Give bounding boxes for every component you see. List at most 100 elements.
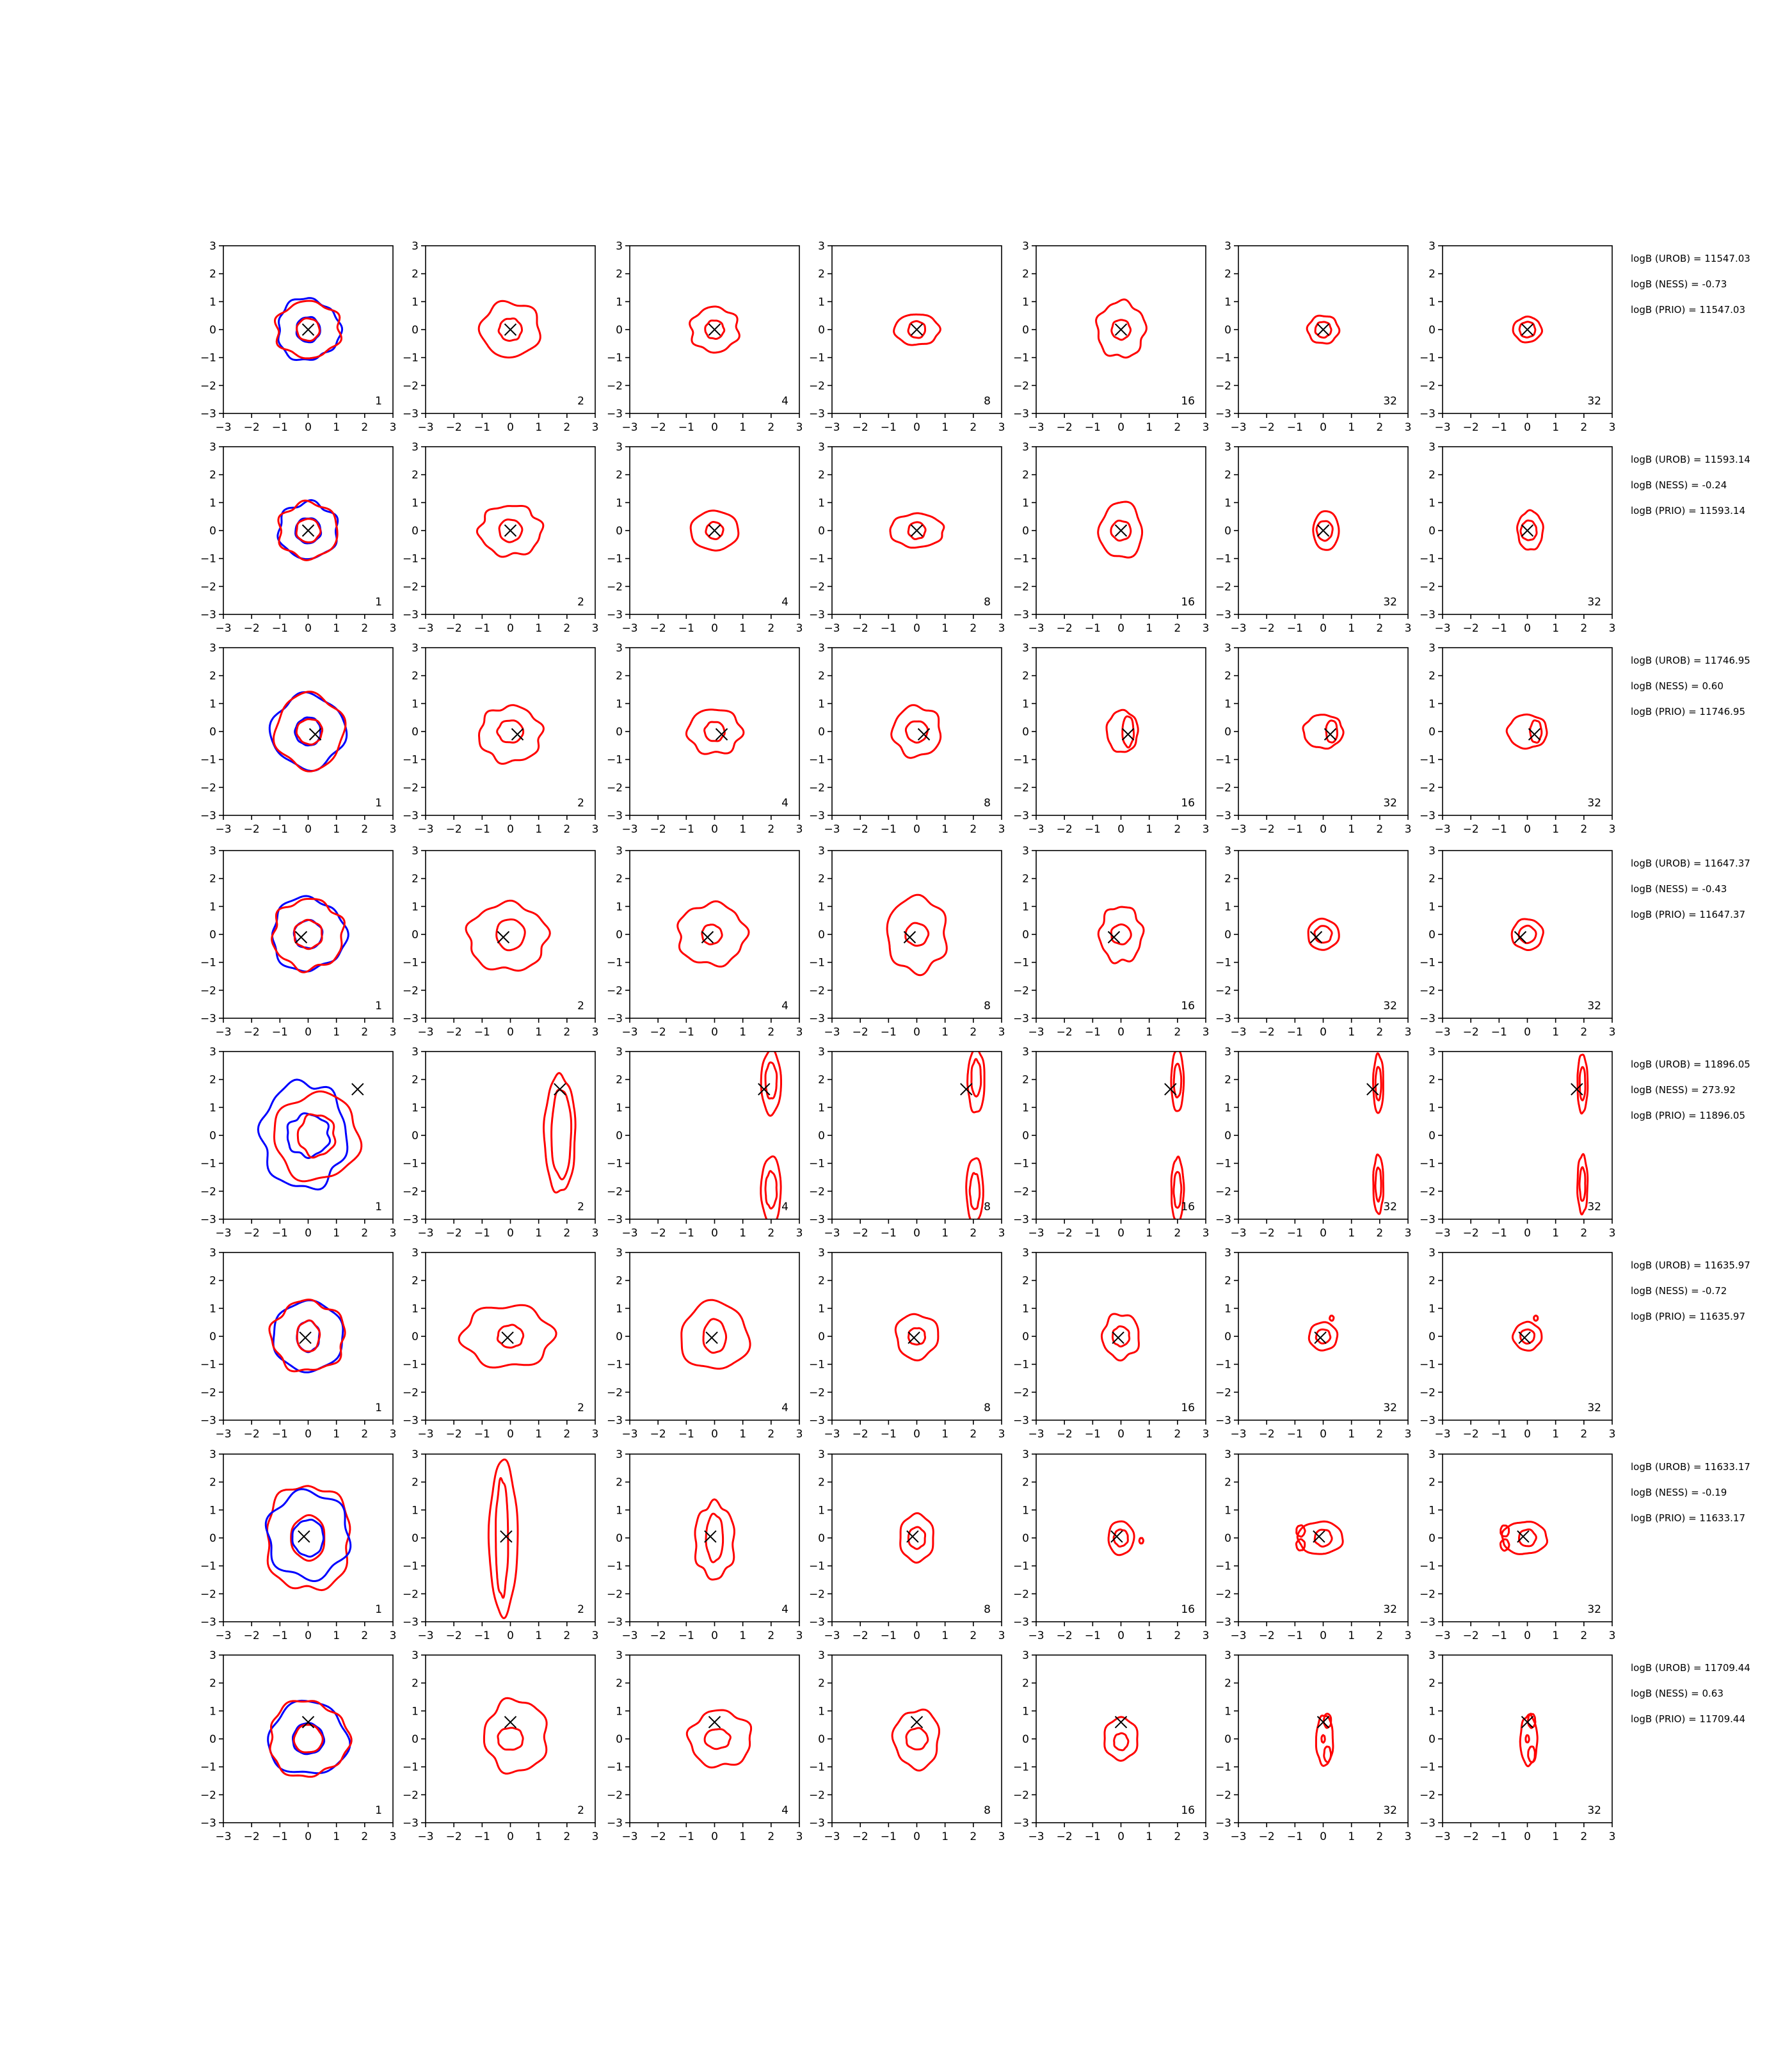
y-tick-label: 1 [412,900,419,913]
y-tick-label: 2 [1428,1677,1436,1690]
y-tick-label: −2 [200,1588,216,1601]
y-tick-label: 2 [412,670,419,683]
contour-layer [891,1708,941,1772]
x-tick-label: 1 [941,1227,948,1240]
y-tick-label: 1 [1224,1504,1231,1517]
y-tick-label: 1 [1022,1101,1029,1114]
x-tick-label: −1 [272,1026,288,1039]
y-tick-label: 2 [209,1677,216,1690]
y-tick-label: 0 [1428,525,1436,538]
x-tick-label: −2 [852,1026,868,1039]
x-marker [1528,728,1541,741]
y-tick-label: 1 [616,698,623,710]
x-marker [1521,1716,1534,1729]
red-contour-line [1095,298,1148,359]
red-contour-line [889,512,945,549]
x-tick-label: 2 [1174,421,1181,434]
y-tick-label: −2 [403,1588,419,1601]
x-tick-label: 1 [1348,1227,1355,1240]
y-tick-label: 0 [1022,1331,1029,1343]
x-tick-label: 0 [1524,1629,1531,1642]
red-contour-line [1325,719,1338,744]
y-tick-label: −1 [1013,754,1029,767]
y-tick-label: −3 [200,1012,216,1025]
axes-frame [425,1051,596,1220]
y-tick-label: −1 [607,1359,623,1372]
y-tick-label: −1 [1420,1359,1436,1372]
y-tick-label: −3 [1215,1012,1231,1025]
x-tick-label: 2 [970,1428,977,1441]
y-tick-label: −2 [607,781,623,794]
red-contour-line [542,1072,577,1194]
y-tick-label: −1 [1215,754,1231,767]
y-tick-label: 3 [1224,240,1231,253]
y-tick-label: 3 [209,441,216,454]
y-tick-label: 2 [1224,1074,1231,1087]
y-tick-label: −1 [200,553,216,566]
axes-frame [425,1453,596,1622]
red-contour-line [1097,500,1144,559]
y-tick-label: −2 [403,1789,419,1802]
contour-layer [689,509,740,552]
axes-frame [425,1654,596,1823]
y-tick-label: 2 [818,1677,825,1690]
subplot-r4-c3: −3−3 −2 −2 −1 −1 0 0 1 1 2 2 3 3 4 [607,845,803,1039]
y-tick-label: −1 [1013,1560,1029,1573]
x-tick-label: −1 [474,421,490,434]
x-tick-label: 0 [305,1227,312,1240]
y-tick-label: 3 [1428,1247,1436,1260]
y-tick-label: 3 [1428,240,1436,253]
x-tick-label: 0 [1320,1026,1327,1039]
red-contour-line [760,1052,782,1117]
red-contour-line [487,1459,519,1619]
logb-prio-value: logB (PRIO) = 11896.05 [1631,1110,1746,1121]
x-tick-label: 0 [711,1428,718,1441]
x-tick-label: 1 [1146,1428,1153,1441]
panel-count-label: 8 [984,596,991,609]
x-tick-label: −3 [215,622,231,635]
x-tick-label: −1 [1287,1830,1303,1843]
y-tick-label: 3 [412,1046,419,1059]
y-tick-label: 0 [1224,929,1231,941]
y-tick-label: −1 [1420,352,1436,365]
subplot-r2-c7: −3−3 −2 −2 −1 −1 0 0 1 1 2 2 3 3 32 [1420,441,1615,635]
y-tick-label: 0 [1224,1331,1231,1343]
y-tick-label: 1 [1022,1302,1029,1315]
contour-layer [676,900,750,968]
x-tick-label: 3 [1609,1227,1616,1240]
x-tick-label: 0 [913,1428,920,1441]
y-tick-label: 1 [1428,1705,1436,1718]
y-tick-label: 1 [1022,900,1029,913]
panel-count-label: 8 [984,1201,991,1213]
y-tick-label: 3 [412,1247,419,1260]
contour-layer [268,1299,346,1373]
x-tick-label: −3 [621,823,637,836]
red-contour-line [965,1157,984,1219]
x-tick-label: −3 [824,1026,840,1039]
red-contour-line [296,317,321,342]
y-tick-label: 1 [616,900,623,913]
x-tick-label: 2 [767,622,774,635]
x-marker [1571,1083,1583,1096]
x-tick-label: −2 [244,1227,260,1240]
x-tick-label: 2 [1376,622,1383,635]
y-tick-label: −2 [1215,1386,1231,1399]
y-tick-label: 3 [209,240,216,253]
x-tick-label: 0 [1117,1026,1124,1039]
red-contour-line [1170,1155,1185,1219]
blue-contour-line [286,1112,332,1160]
y-tick-label: 1 [412,497,419,509]
x-marker [715,728,728,741]
red-contour-line [1505,713,1548,750]
x-tick-label: −3 [1028,1227,1044,1240]
y-tick-label: 3 [1022,1649,1029,1662]
x-tick-label: 3 [390,622,397,635]
red-contour-line [1121,715,1135,749]
y-tick-label: 0 [209,525,216,538]
x-tick-label: 1 [1348,421,1355,434]
axes-frame [831,1051,1002,1220]
subplot-r4-c7: −3−3 −2 −2 −1 −1 0 0 1 1 2 2 3 3 32 [1420,845,1615,1039]
red-contour-line [1097,906,1145,964]
red-contour-line [1313,1528,1333,1548]
subplot-r6-c2: −3−3 −2 −2 −1 −1 0 0 1 1 2 2 3 3 2 [403,1247,598,1441]
